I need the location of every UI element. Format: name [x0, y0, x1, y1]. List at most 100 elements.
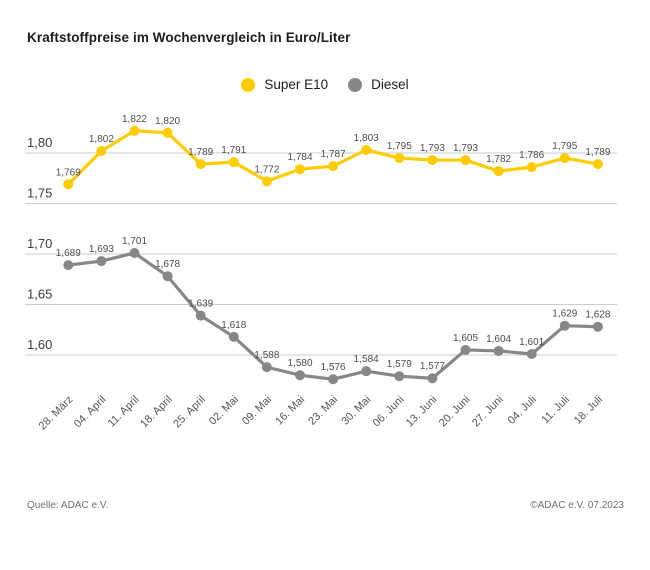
diesel-point: [394, 371, 405, 382]
super-e10-value-label: 1,787: [321, 149, 346, 160]
super-e10-point: [195, 159, 206, 170]
super-e10-dot-icon: [241, 77, 256, 92]
super-e10-value-label: 1,795: [552, 141, 577, 152]
super-e10-point: [394, 153, 405, 164]
diesel-point: [460, 344, 471, 355]
super-e10-value-label: 1,782: [486, 154, 511, 165]
super-e10-value-label: 1,789: [188, 147, 213, 158]
x-tick-label: 11. April: [106, 394, 142, 430]
diesel-point: [328, 374, 339, 385]
super-e10-value-label: 1,772: [254, 164, 279, 175]
super-e10-point: [228, 157, 239, 168]
diesel-line: [66, 251, 600, 381]
super-e10-point: [493, 166, 504, 177]
diesel-point: [427, 373, 438, 384]
x-tick-label: 16. Mai: [273, 394, 307, 428]
super-e10-point: [261, 176, 272, 187]
y-tick-label: 1,80: [27, 135, 52, 150]
diesel-value-label: 1,639: [188, 299, 213, 310]
copyright-note: ©ADAC e.V. 07.2023: [530, 500, 624, 511]
super-e10-value-label: 1,803: [354, 133, 379, 144]
super-e10-value-label: 1,793: [420, 143, 445, 154]
super-e10-point: [96, 145, 107, 156]
diesel-point: [361, 366, 372, 377]
diesel-value-label: 1,604: [486, 334, 511, 345]
y-tick-label: 1,60: [27, 337, 52, 352]
diesel-value-label: 1,618: [221, 320, 246, 331]
x-tick-label: 02. Mai: [207, 394, 241, 428]
diesel-point: [526, 348, 537, 359]
diesel-value-label: 1,577: [420, 361, 445, 372]
diesel-value-label: 1,579: [387, 359, 412, 370]
super-e10-value-label: 1,791: [221, 145, 246, 156]
series-diesel: 1,689 1,693 1,701 1,678 1,639 1,618 1,588 1,580…: [56, 236, 611, 385]
diesel-point: [162, 271, 173, 282]
super-e10-point: [328, 161, 339, 172]
diesel-point: [195, 310, 206, 321]
diesel-point: [63, 260, 74, 271]
source-note: Quelle: ADAC e.V.: [27, 500, 109, 511]
diesel-point: [261, 362, 272, 373]
diesel-point: [129, 247, 140, 258]
diesel-value-label: 1,588: [254, 350, 279, 361]
legend-item-diesel: Diesel: [348, 77, 409, 92]
x-tick-label: 04. April: [72, 394, 109, 431]
super-e10-point: [361, 144, 372, 155]
y-tick-label: 1,70: [27, 236, 52, 251]
x-tick-label: 04. Juli: [506, 394, 539, 427]
x-tick-label: 28. März: [37, 394, 76, 433]
super-e10-point: [460, 155, 471, 166]
x-tick-label: 23. Mai: [306, 394, 340, 428]
diesel-point: [228, 331, 239, 342]
x-tick-label: 09. Mai: [240, 394, 274, 428]
diesel-value-label: 1,693: [89, 244, 114, 255]
diesel-value-label: 1,701: [122, 236, 147, 247]
super-e10-point: [427, 155, 438, 166]
diesel-point: [295, 370, 305, 381]
diesel-value-label: 1,689: [56, 248, 81, 259]
x-tick-label: 06. Juni: [371, 394, 407, 430]
diesel-value-label: 1,576: [321, 362, 346, 373]
series-super-e10: 1,769 1,802 1,822 1,820 1,789 1,791 1,772 1,784…: [56, 114, 611, 190]
super-e10-value-label: 1,789: [585, 147, 610, 158]
super-e10-value-label: 1,802: [89, 134, 114, 145]
x-tick-label: 25. April: [171, 394, 208, 431]
super-e10-point: [129, 125, 140, 136]
x-tick-label: 20. Juni: [437, 394, 473, 430]
diesel-point: [559, 320, 570, 331]
y-tick-label: 1,65: [27, 287, 52, 302]
super-e10-point: [592, 159, 603, 170]
super-e10-point: [559, 153, 570, 164]
legend-item-super-e10: Super E10: [241, 77, 328, 92]
grid-lines: [25, 152, 617, 356]
legend-label-diesel: Diesel: [371, 77, 409, 92]
diesel-value-label: 1,584: [354, 354, 379, 365]
super-e10-value-label: 1,784: [287, 152, 312, 163]
x-tick-label: 11. Juli: [539, 394, 572, 427]
super-e10-value-label: 1,769: [56, 167, 81, 178]
super-e10-point: [63, 179, 74, 190]
y-tick-label: 1,75: [27, 186, 52, 201]
x-tick-label: 18. Juli: [572, 394, 605, 427]
diesel-value-label: 1,605: [453, 333, 478, 344]
super-e10-value-label: 1,795: [387, 141, 412, 152]
diesel-point: [96, 256, 107, 267]
diesel-point: [592, 321, 603, 332]
legend-label-super-e10: Super E10: [264, 77, 329, 92]
super-e10-value-label: 1,820: [155, 116, 180, 127]
super-e10-value-label: 1,822: [122, 114, 147, 125]
diesel-value-label: 1,629: [552, 309, 577, 320]
diesel-dot-icon: [348, 77, 363, 92]
x-tick-label: 30. Mai: [339, 394, 373, 428]
super-e10-point: [526, 162, 537, 173]
y-axis-labels: 1,80 1,75 1,70 1,65 1,60: [27, 135, 52, 352]
super-e10-point: [295, 164, 305, 175]
diesel-point: [493, 345, 504, 356]
x-tick-label: 18. April: [138, 394, 175, 431]
super-e10-value-label: 1,786: [519, 150, 544, 161]
super-e10-value-label: 1,793: [453, 143, 478, 154]
super-e10-point: [162, 127, 173, 138]
